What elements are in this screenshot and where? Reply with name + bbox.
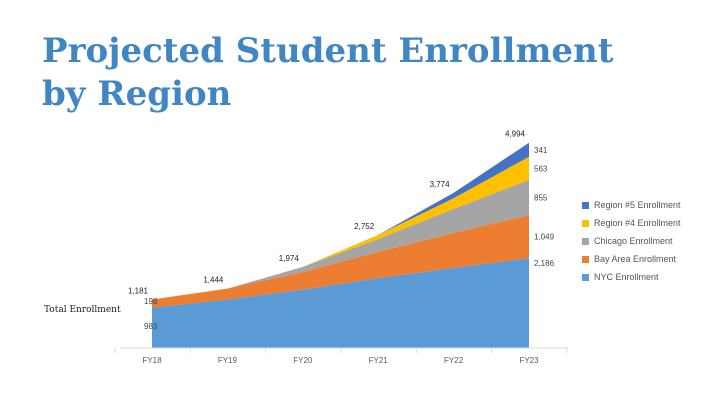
page-title: Projected Student Enrollment by Region <box>42 30 614 116</box>
total-data-label: 1,181 <box>128 286 149 295</box>
total-enrollment-label: Total Enrollment <box>44 305 121 315</box>
x-tick-label: FY20 <box>293 356 313 365</box>
total-data-label: 2,752 <box>354 222 375 231</box>
legend-item: Chicago Enrollment <box>582 232 681 250</box>
legend-label: NYC Enrollment <box>594 272 659 282</box>
title-line-2: by Region <box>42 74 232 114</box>
total-data-label: 4,994 <box>505 130 526 139</box>
legend-label: Region #4 Enrollment <box>594 218 681 228</box>
legend-swatch <box>582 255 589 263</box>
chart-legend: Region #5 Enrollment Region #4 Enrollment… <box>582 196 681 286</box>
area-bay-area-enrollment <box>152 215 529 308</box>
x-tick-label: FY18 <box>142 356 162 365</box>
total-data-label: 1,444 <box>203 276 224 285</box>
series-data-label: 563 <box>534 164 548 173</box>
total-data-label: 1,974 <box>279 254 300 263</box>
x-tick-label: FY23 <box>519 356 539 365</box>
total-data-label: 3,774 <box>430 180 451 189</box>
legend-item: Bay Area Enrollment <box>582 250 681 268</box>
x-tick-label: FY22 <box>444 356 464 365</box>
legend-label: Chicago Enrollment <box>594 236 673 246</box>
x-tick-label: FY21 <box>369 356 389 365</box>
legend-item: NYC Enrollment <box>582 268 681 286</box>
series-data-label: 983 <box>144 322 158 331</box>
legend-swatch <box>582 219 589 227</box>
legend-swatch <box>582 201 589 209</box>
legend-label: Region #5 Enrollment <box>594 200 681 210</box>
legend-swatch <box>582 237 589 245</box>
area-nyc-enrollment <box>152 258 529 348</box>
title-line-1: Projected Student Enrollment <box>42 31 614 71</box>
legend-item: Region #4 Enrollment <box>582 214 681 232</box>
series-data-label: 341 <box>534 146 548 155</box>
legend-item: Region #5 Enrollment <box>582 196 681 214</box>
x-tick-label: FY19 <box>218 356 238 365</box>
legend-swatch <box>582 273 589 281</box>
series-data-label: 198 <box>144 297 158 306</box>
legend-label: Bay Area Enrollment <box>594 254 677 264</box>
series-data-label: 855 <box>534 193 548 202</box>
series-data-label: 2,186 <box>534 259 555 268</box>
series-data-label: 1,049 <box>534 233 555 242</box>
